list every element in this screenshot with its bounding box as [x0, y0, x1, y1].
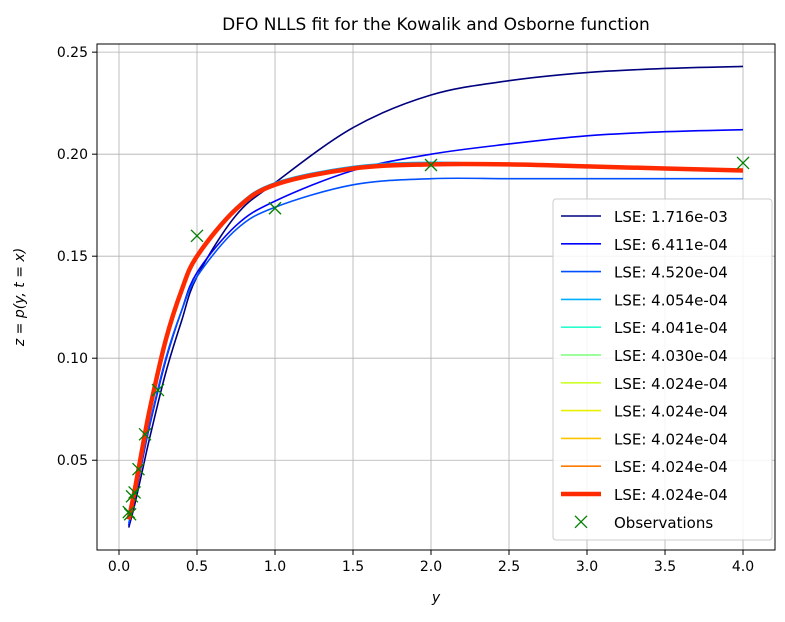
legend: LSE: 1.716e-03 LSE: 6.411e-04 LSE: 4.520e-… [552, 198, 773, 541]
legend-label: LSE: 4.030e-04 [614, 347, 728, 365]
observation-marker [138, 427, 152, 441]
marker-stroke [151, 383, 165, 397]
y-tick-label: 0.20 [57, 147, 88, 163]
observation-marker [190, 229, 204, 243]
legend-box [552, 198, 773, 541]
legend-label: LSE: 4.024e-04 [614, 486, 728, 504]
x-tick-label: 0.0 [108, 559, 130, 575]
legend-label: LSE: 4.041e-04 [614, 319, 728, 337]
observation-marker [122, 505, 136, 519]
marker-stroke [122, 505, 136, 519]
legend-label: LSE: 4.024e-04 [614, 458, 728, 476]
plot-area [122, 65, 750, 528]
legend-label: LSE: 4.024e-04 [614, 375, 728, 393]
marker-stroke [132, 462, 145, 476]
observation-marker [125, 489, 139, 503]
x-tick-label: 2.0 [420, 559, 442, 575]
marker-stroke [125, 489, 139, 503]
x-tick-label: 0.5 [186, 559, 208, 575]
observation-marker [268, 201, 282, 215]
series-line [127, 65, 744, 528]
legend-label: LSE: 6.411e-04 [614, 236, 728, 254]
x-tick-label: 1.5 [342, 559, 364, 575]
grid [97, 44, 775, 550]
observation-marker [132, 462, 145, 476]
observation-marker [736, 156, 750, 170]
legend-label: Observations [614, 514, 713, 532]
legend-label: LSE: 4.054e-04 [614, 291, 728, 309]
x-axis-label: y [431, 590, 441, 606]
marker-stroke [268, 201, 282, 215]
marker-stroke [190, 229, 204, 243]
y-tick-label: 0.15 [57, 249, 88, 265]
legend-label: LSE: 1.716e-03 [614, 208, 728, 226]
x-tick-label: 1.0 [264, 559, 286, 575]
marker-stroke [138, 427, 152, 441]
y-tick-label: 0.05 [57, 453, 88, 469]
ticks: 0.0 0.5 1.0 1.5 2.0 2.5 3.0 3.5 4.0 0.05 0.10 0.15 0… [57, 45, 754, 575]
y-tick-label: 0.25 [57, 45, 88, 61]
y-axis-label: z = p(y, t = x) [12, 248, 28, 347]
chart-title: DFO NLLS fit for the Kowalik and Osborne… [222, 15, 650, 35]
legend-label: LSE: 4.024e-04 [614, 403, 728, 421]
observation-marker [151, 383, 165, 397]
x-tick-label: 3.0 [576, 559, 598, 575]
axes-frame [96, 43, 776, 551]
observation-marker [424, 158, 438, 172]
observation-marker [128, 486, 142, 499]
x-tick-label: 4.0 [732, 559, 754, 575]
legend-label: LSE: 4.024e-04 [614, 430, 728, 448]
marker-stroke [128, 486, 142, 499]
x-tick-label: 3.5 [654, 559, 676, 575]
legend-marker [574, 515, 588, 529]
series-line [126, 161, 744, 520]
legend-label: LSE: 4.520e-04 [614, 264, 728, 282]
y-tick-label: 0.10 [57, 351, 88, 367]
marker-stroke [424, 158, 438, 172]
marker-stroke [736, 156, 750, 170]
x-tick-label: 2.5 [498, 559, 520, 575]
